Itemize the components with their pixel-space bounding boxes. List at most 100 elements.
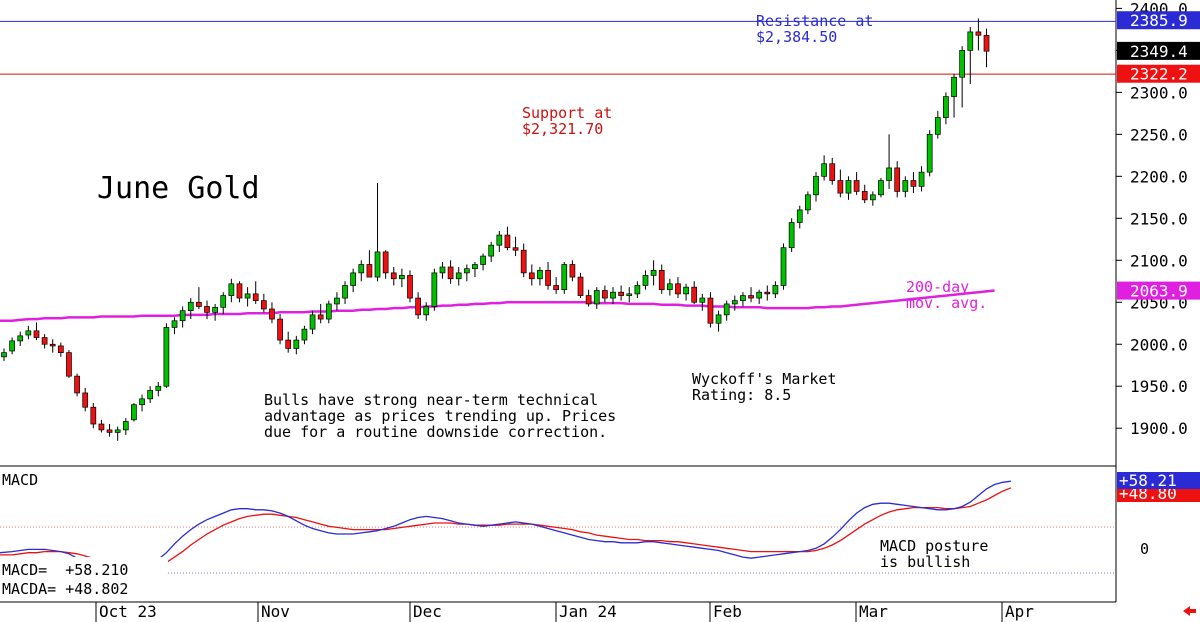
candle-body-up [666,283,673,291]
candle [634,281,641,299]
candle [269,302,275,324]
price-box-ma200: 2063.9 [1117,281,1200,301]
candle-body-up [431,272,438,307]
candle-body-down [748,295,754,299]
candle-body-down [236,283,243,299]
price-box-last: 2349.4 [1117,41,1200,61]
candle-body-up [334,297,340,305]
candle [447,260,454,284]
support-label-line2: $2,321.70 [522,120,603,138]
candle [399,268,405,288]
candle [122,418,129,435]
price-tick-label: 1900.0 [1130,419,1188,438]
candle-body-up [342,285,348,299]
candle-body-down [285,339,292,349]
candle [894,161,901,198]
macd-line [0,480,1011,575]
candle-body-up [455,272,462,280]
candle-body-up [122,421,129,431]
candle-body-down [33,330,40,338]
comment-line-2: advantage as prices trending up. Prices [264,407,616,425]
candle-body-up [610,291,616,299]
candle [869,191,876,206]
ma-label-line1: 200-day [906,278,969,296]
candle [650,260,657,286]
candle [139,394,145,412]
candle-body-up [463,268,470,274]
candle-body-down [691,286,698,303]
candle-body-up [845,180,852,194]
candle [472,261,478,278]
candle-body-up [943,96,949,118]
candle-body-up [634,285,641,295]
candle [520,243,527,278]
candles [1,18,990,441]
candle [845,176,852,200]
candle [131,403,137,422]
candle-body-up [772,285,779,295]
candle [861,184,868,204]
candle-body-down [277,318,283,341]
candle [407,270,413,303]
macd-zero-tick: 0 [1140,540,1149,558]
candle [480,253,486,271]
candle-body-up [325,303,332,320]
candle [228,278,235,303]
candle-body-up [480,255,486,265]
candle [236,281,243,303]
candle-body-down [366,264,373,278]
candle [147,386,154,404]
ma-layer [0,289,995,322]
candle [187,298,194,320]
price-tick-label: 1950.0 [1130,377,1188,396]
candle-body-down [49,343,56,347]
candle [577,272,584,299]
macd-posture-line1: MACD posture [880,537,988,555]
candle-body-down [98,423,105,431]
candle-body-up [926,133,933,173]
candle-body-up [626,293,633,296]
candle-body-down [57,345,64,353]
candle [764,285,771,301]
candle-body-up [163,327,170,387]
candle [772,281,779,299]
candle-body-up [805,194,811,211]
candle-body-up [9,340,15,352]
candle-body-up [967,31,974,51]
candle-body-down [82,392,89,408]
candle [17,331,24,346]
candle-body-up [813,175,819,196]
candle-body-up [951,76,957,97]
support-label-line1: Support at [522,104,612,122]
candle [41,334,48,349]
candle-body-down [707,297,714,324]
price-tick-label: 2250.0 [1130,125,1188,144]
resistance-label-line1: Resistance at [756,12,873,30]
candle-body-up [1,352,7,358]
candle-body-down [658,270,665,291]
candle [512,236,519,257]
price-tick-label: 2300.0 [1130,83,1188,102]
candle-body-down [520,249,527,274]
candle-body-up [561,264,568,291]
candle [252,281,259,304]
svg-text:2322.2: 2322.2 [1130,65,1188,84]
candle [455,267,462,286]
candle [57,342,64,357]
candle-body-down [553,285,560,291]
price-tick-label: 2200.0 [1130,167,1188,186]
candle [25,325,32,340]
candle [967,26,974,84]
scroll-left-arrow-icon[interactable] [1183,606,1196,616]
candle-body-up [147,390,154,400]
candle [675,277,681,299]
candle [975,18,982,51]
candle-body-up [796,209,803,223]
candle [212,303,218,321]
candle [569,260,576,282]
candle [943,92,949,125]
candle [610,287,616,304]
candle-body-up [114,429,121,433]
svg-text:2349.4: 2349.4 [1130,42,1188,61]
